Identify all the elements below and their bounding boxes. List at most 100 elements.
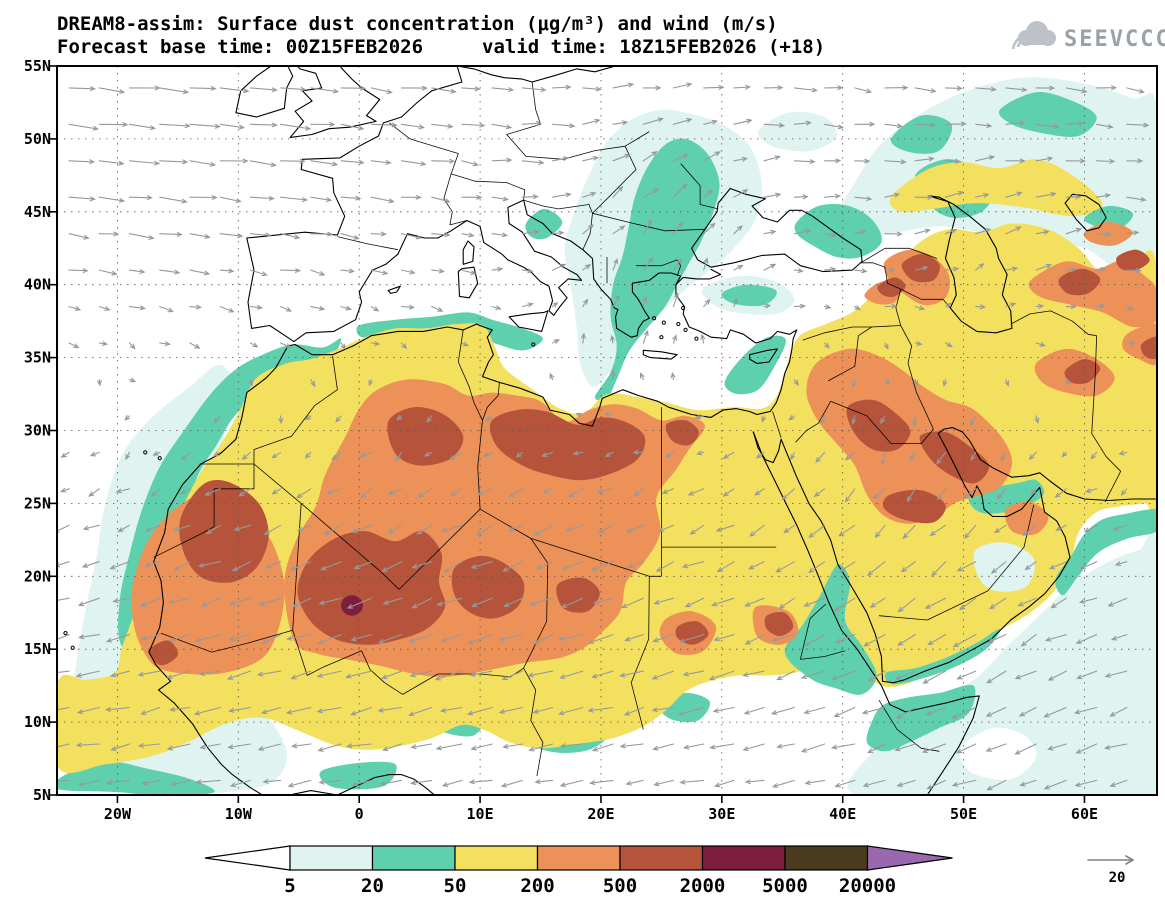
- dust-contour-level-2: [794, 204, 882, 259]
- colorbar-segment: [784, 845, 869, 871]
- country-border: [506, 81, 650, 160]
- country-border: [443, 173, 467, 226]
- dust-contour-level-5: [901, 254, 940, 283]
- country-border: [153, 464, 255, 558]
- axis-labels: 55N 50N 45N 40N 35N 30N 25N 20N 15N 10N 5N 20W 10W 0 1…: [24, 57, 1098, 823]
- dust-contour-level-2: [594, 138, 720, 401]
- lat-label: 40N: [24, 276, 51, 294]
- dust-contour-level-5: [764, 612, 794, 637]
- island: [652, 316, 657, 321]
- country-border: [828, 326, 872, 382]
- lat-label: 15N: [24, 640, 51, 658]
- dust-contour-level-2: [1055, 509, 1157, 596]
- dust-contour-level-5: [179, 479, 269, 583]
- colorbar-segment: [289, 845, 374, 871]
- dust-contour-level-5: [1116, 249, 1150, 271]
- dust-contour-level-2: [866, 684, 976, 752]
- island: [157, 456, 162, 461]
- dust-contour-level-5: [387, 406, 464, 466]
- dust-contour-level-5: [451, 555, 525, 619]
- country-border: [800, 650, 846, 660]
- country-border: [457, 329, 483, 510]
- coastline: [691, 187, 863, 273]
- axis-ticks: [49, 65, 1086, 803]
- logo-text: SEEVCCC: [1064, 27, 1165, 52]
- dust-contour-level-2: [1084, 205, 1134, 229]
- lat-label: 30N: [24, 422, 51, 440]
- dust-contour-level-5: [882, 489, 946, 524]
- lon-label: 10E: [467, 805, 494, 823]
- cloud-icon: [1011, 21, 1056, 50]
- coastline: [749, 348, 778, 364]
- country-border: [160, 629, 293, 653]
- lon-label: 40E: [829, 805, 856, 823]
- country-border: [1091, 335, 1122, 503]
- colorbar-label: 20: [361, 875, 384, 897]
- coastline: [387, 285, 401, 294]
- dust-contour-level-2: [57, 761, 215, 795]
- island: [681, 305, 686, 311]
- colorbar-segment: [536, 845, 621, 871]
- coastline: [148, 284, 798, 795]
- country-border: [389, 122, 459, 175]
- lat-label: 5N: [33, 786, 51, 804]
- island: [63, 631, 68, 636]
- coastline: [462, 240, 475, 265]
- country-border: [795, 401, 831, 443]
- lon-label: 30E: [708, 805, 735, 823]
- island: [531, 342, 536, 347]
- island: [70, 645, 75, 650]
- colorbar-arrow-low: [204, 845, 291, 871]
- island: [694, 336, 699, 341]
- coastline: [752, 431, 980, 795]
- dust-contour-level-5: [919, 431, 990, 484]
- lon-label: 20W: [104, 805, 132, 823]
- lat-label: 50N: [24, 130, 51, 148]
- coastline: [289, 66, 381, 138]
- chart-subtitle-valid-time: valid time: 18Z15FEB2026 (+18): [482, 36, 825, 58]
- country-border: [800, 603, 827, 660]
- lat-label: 45N: [24, 203, 51, 221]
- coastline: [508, 310, 549, 332]
- country-border: [450, 173, 526, 201]
- country-border: [772, 411, 782, 438]
- dust-max-spot: [341, 595, 363, 616]
- country-border: [592, 212, 705, 232]
- dust-contour-level-2: [890, 114, 953, 154]
- country-border: [1010, 310, 1097, 337]
- dust-contour-level-2: [884, 628, 1001, 685]
- dust-contour-level-1: [757, 111, 838, 152]
- island: [676, 321, 681, 327]
- dust-contour-level-2: [356, 312, 543, 351]
- lat-label: 25N: [24, 494, 51, 512]
- colorbar-label: 50: [444, 875, 467, 897]
- coastline: [246, 66, 463, 239]
- island: [143, 450, 148, 455]
- coastline: [456, 66, 617, 83]
- dust-contour-level-0: [959, 727, 1037, 780]
- country-border: [523, 668, 544, 777]
- dust-contour-level-2: [998, 91, 1097, 137]
- country-border: [636, 259, 682, 277]
- dust-contour-level-5: [1140, 336, 1157, 360]
- country-border: [479, 508, 662, 577]
- colorbar-segment: [701, 845, 786, 871]
- wind-vector-field: [57, 82, 1150, 791]
- coastline: [292, 774, 436, 795]
- colorbar-label: 200: [520, 875, 554, 897]
- lat-label: 10N: [24, 713, 51, 731]
- colorbar-segment: [454, 845, 539, 871]
- wind-reference-value: 20: [1109, 870, 1126, 886]
- dust-contour-level-5: [556, 577, 600, 613]
- island: [683, 327, 688, 332]
- country-border: [592, 146, 637, 214]
- colorbar-arrow-high: [866, 845, 953, 871]
- colorbar-label: 20000: [839, 875, 896, 897]
- dust-contour-level-4: [1004, 501, 1049, 536]
- lat-label: 35N: [24, 349, 51, 367]
- country-border: [398, 508, 481, 590]
- coastline: [246, 237, 399, 343]
- dust-contour-level-2: [319, 761, 397, 790]
- dust-contour-level-5: [1064, 359, 1101, 385]
